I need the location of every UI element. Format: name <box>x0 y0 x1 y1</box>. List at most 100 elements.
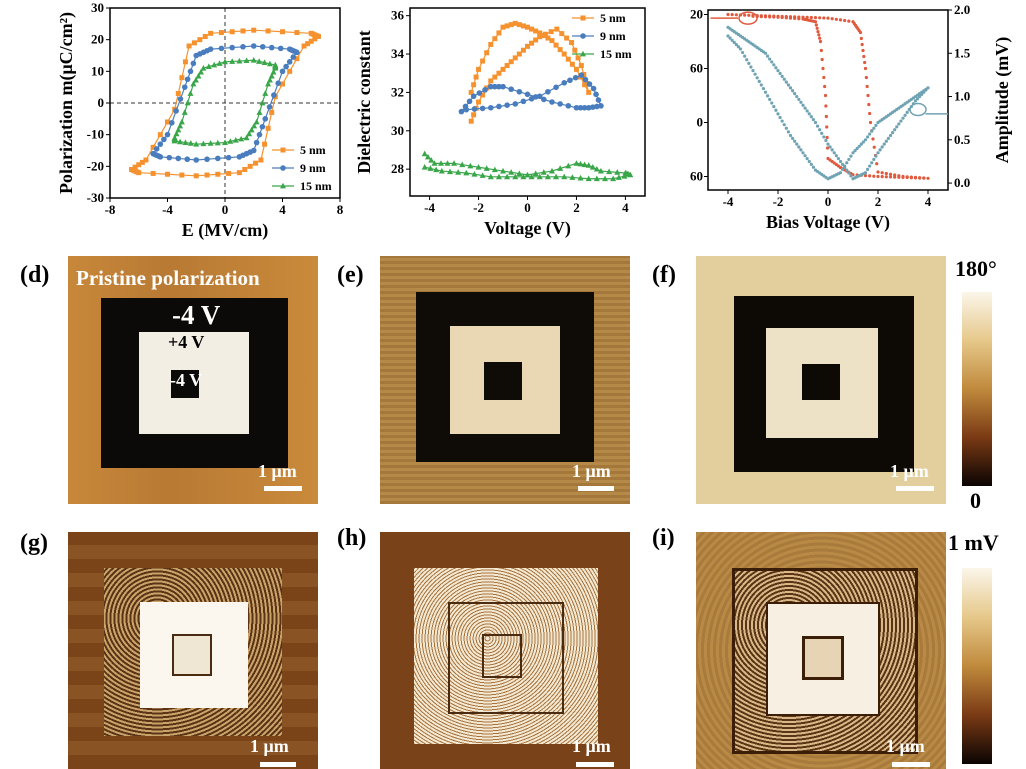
data-point <box>793 92 797 96</box>
data-point <box>745 58 749 62</box>
data-point <box>822 16 826 20</box>
data-point <box>444 160 451 166</box>
data-point <box>229 58 236 64</box>
panel-label-e: (e) <box>337 262 364 288</box>
data-point <box>884 171 888 176</box>
data-point <box>202 34 208 39</box>
data-point <box>280 29 285 35</box>
data-point <box>139 159 145 165</box>
data-point <box>483 165 490 171</box>
data-point <box>572 47 578 53</box>
data-point <box>918 176 922 180</box>
data-point <box>179 75 185 81</box>
data-point <box>564 35 570 41</box>
data-point <box>250 57 257 63</box>
data-point <box>175 126 182 133</box>
data-point <box>508 59 514 65</box>
data-point <box>193 157 200 163</box>
data-point <box>315 34 321 39</box>
data-point <box>253 160 259 166</box>
data-point <box>838 159 843 164</box>
data-point <box>820 57 824 62</box>
data-point <box>768 57 772 61</box>
data-point <box>922 176 926 180</box>
x-tick-label: 4 <box>279 202 286 217</box>
data-point <box>747 13 751 17</box>
data-point <box>749 65 753 69</box>
data-point <box>553 42 559 48</box>
data-point <box>438 167 445 174</box>
dielectric-chart: -4 -2 0 2 4 28 30 32 34 36 Voltage (V) Dielectric c… <box>354 7 646 239</box>
data-point <box>561 51 567 57</box>
data-point <box>788 133 793 138</box>
data-point <box>215 155 221 162</box>
data-point <box>801 17 805 21</box>
data-point <box>899 119 903 123</box>
data-point <box>496 30 502 36</box>
x-tick-label: -2 <box>773 194 784 209</box>
data-point <box>256 131 263 138</box>
data-point <box>795 142 799 146</box>
data-point <box>226 170 232 176</box>
data-point <box>496 83 502 90</box>
data-point <box>508 22 514 28</box>
data-point <box>818 39 823 44</box>
data-point <box>893 128 897 132</box>
data-point <box>784 126 788 130</box>
data-point <box>851 151 855 155</box>
data-point <box>843 18 847 23</box>
data-point <box>308 38 314 44</box>
data-point <box>765 54 770 58</box>
y-tick-label: 30 <box>91 0 104 15</box>
amplitude-colorbar <box>962 568 992 764</box>
data-point <box>795 94 799 99</box>
data-point <box>863 60 867 65</box>
data-point <box>797 145 801 149</box>
data-point <box>433 166 440 173</box>
data-point <box>726 34 730 38</box>
data-point <box>577 160 584 167</box>
data-point <box>227 138 234 144</box>
data-point <box>577 174 584 181</box>
data-point <box>243 57 250 64</box>
data-point <box>770 101 774 105</box>
data-point <box>784 16 788 20</box>
data-point <box>187 90 194 96</box>
data-point <box>207 46 214 52</box>
panel-label-d: (d) <box>20 262 50 288</box>
data-point <box>182 139 189 145</box>
data-point <box>182 59 188 65</box>
data-point <box>256 58 263 64</box>
data-point <box>807 159 811 164</box>
data-point <box>860 42 864 47</box>
data-point <box>732 40 736 45</box>
data-point <box>204 156 210 163</box>
data-point <box>548 167 555 174</box>
data-point <box>559 31 565 37</box>
data-point <box>240 28 246 34</box>
data-point <box>815 26 819 30</box>
data-point <box>214 139 221 146</box>
y2-tick-label: 1.5 <box>954 45 971 60</box>
data-point <box>875 162 879 166</box>
data-point <box>152 151 158 158</box>
data-point <box>824 114 828 119</box>
data-point <box>926 176 930 180</box>
x-tick-label: -8 <box>105 202 116 217</box>
data-point <box>491 166 498 173</box>
scale-bar-label: 1 μm <box>572 461 611 481</box>
data-point <box>218 45 225 52</box>
data-point <box>301 43 307 49</box>
amplitude-indicator-circle <box>909 102 927 117</box>
data-point <box>565 103 572 109</box>
data-point <box>886 136 891 140</box>
data-point <box>801 151 805 155</box>
data-point <box>585 175 592 182</box>
hysteresis-chart: -8 -4 0 4 8 -30 -20 -10 0 10 20 30 E (MV/cm) Polariza… <box>56 0 344 241</box>
data-point <box>876 151 880 155</box>
legend-marker <box>580 15 586 21</box>
data-point <box>577 104 584 111</box>
data-point <box>528 173 535 180</box>
pfm-phase-image-f: 1 μm <box>696 256 946 504</box>
data-point <box>862 54 866 59</box>
